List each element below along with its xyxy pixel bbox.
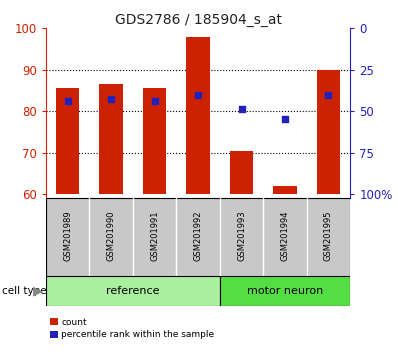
Point <box>151 98 158 104</box>
Text: cell type: cell type <box>2 286 47 296</box>
Bar <box>46 276 220 306</box>
Text: GSM201990: GSM201990 <box>107 210 115 261</box>
Text: GSM201994: GSM201994 <box>281 210 289 261</box>
Bar <box>56 88 80 194</box>
Text: GSM201995: GSM201995 <box>324 210 333 261</box>
Point <box>195 92 201 97</box>
Text: GSM201993: GSM201993 <box>237 210 246 261</box>
Text: ▶: ▶ <box>33 285 43 298</box>
Bar <box>186 36 210 194</box>
Point <box>238 106 245 112</box>
Point <box>325 92 332 97</box>
Point <box>282 117 288 122</box>
Title: GDS2786 / 185904_s_at: GDS2786 / 185904_s_at <box>115 13 281 27</box>
Text: motor neuron: motor neuron <box>247 286 323 296</box>
Bar <box>142 88 166 194</box>
Text: GSM201991: GSM201991 <box>150 210 159 261</box>
Legend: count, percentile rank within the sample: count, percentile rank within the sample <box>50 318 214 339</box>
Text: GSM201989: GSM201989 <box>63 210 72 261</box>
Bar <box>273 186 297 194</box>
Text: reference: reference <box>106 286 160 296</box>
Bar <box>220 276 350 306</box>
Bar <box>99 84 123 194</box>
Point <box>108 96 114 102</box>
Point <box>64 98 71 104</box>
Text: GSM201992: GSM201992 <box>193 210 203 261</box>
Bar <box>230 150 254 194</box>
Bar <box>316 70 340 194</box>
